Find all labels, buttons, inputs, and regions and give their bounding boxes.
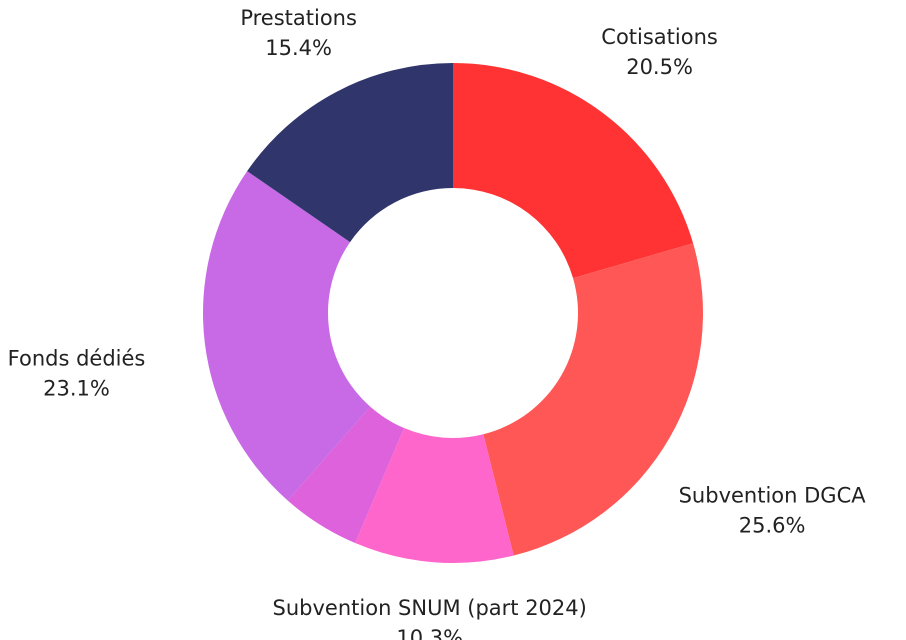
slice-value-label: 20.5% xyxy=(626,55,693,79)
slice-value-label: 25.6% xyxy=(739,513,806,537)
donut-slice xyxy=(355,428,514,564)
donut-slice xyxy=(287,406,405,544)
slice-value-label: 15.4% xyxy=(265,36,332,60)
slice-label: Subvention SNUM (part 2024) xyxy=(273,596,587,620)
slice-label: Prestations xyxy=(240,6,357,30)
slice-label: Subvention DGCA xyxy=(679,483,867,507)
donut-slice xyxy=(453,63,694,279)
slice-label: Fonds dédiés xyxy=(8,346,146,370)
slice-label: Cotisations xyxy=(601,25,718,49)
donut-slice xyxy=(247,62,453,243)
donut-slice xyxy=(202,171,371,501)
slice-value-label: 10.3% xyxy=(396,626,463,640)
donut-slice xyxy=(483,243,704,556)
slice-value-label: 23.1% xyxy=(43,376,110,400)
